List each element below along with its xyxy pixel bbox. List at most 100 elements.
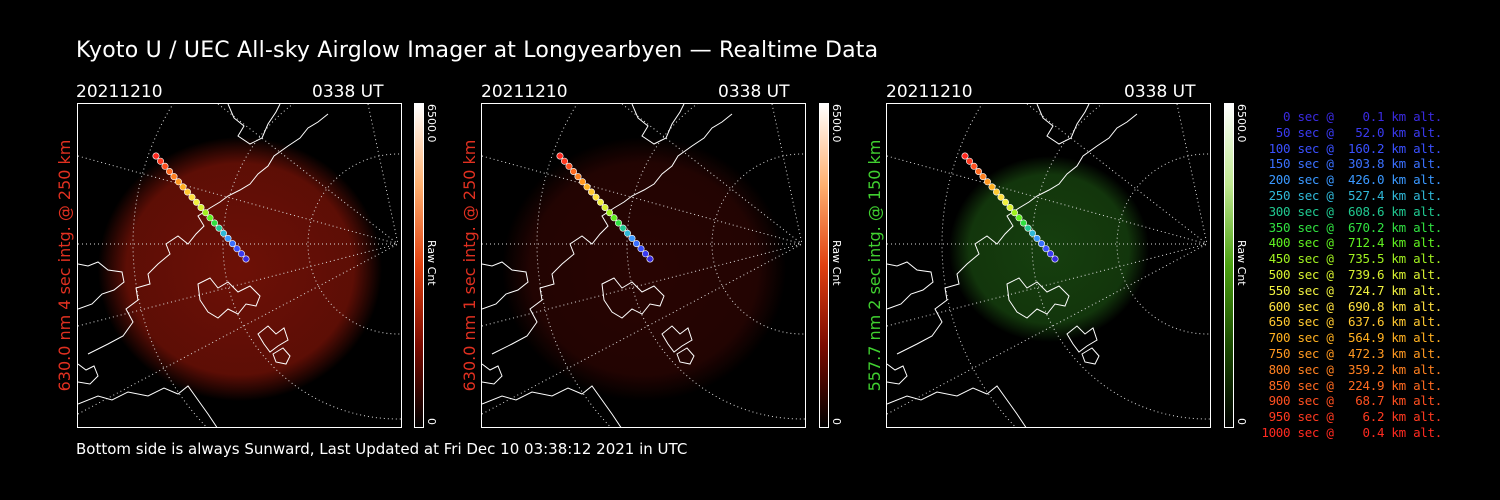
trajectory-point [1033, 234, 1041, 242]
colorbar-max: 6500.0 [830, 104, 843, 143]
coastline [482, 261, 529, 310]
trajectory-point [179, 183, 187, 191]
allsky-map [78, 104, 401, 427]
coastline [631, 104, 685, 145]
panel-date: 20211210 [886, 82, 973, 102]
trajectory-point [1029, 229, 1037, 237]
trajectory-point [229, 240, 237, 248]
trajectory-point [970, 162, 978, 170]
wavelength-label: 557.7 nm 2 sec intg. @ 150 km [865, 139, 884, 392]
trajectory-point [966, 157, 974, 165]
trajectory-point [592, 193, 600, 201]
trajectory-point [565, 162, 573, 170]
trajectory-point [975, 168, 983, 176]
legend-row: 750 sec @ 472.3 km alt. [1261, 345, 1443, 361]
coastline [887, 261, 934, 310]
panel-date: 20211210 [481, 82, 568, 102]
coastline [227, 104, 281, 145]
trajectory-point [161, 162, 169, 170]
allsky-image[interactable] [886, 103, 1211, 428]
trajectory-point [961, 152, 969, 160]
coastline [272, 347, 291, 365]
coastline [257, 325, 289, 353]
trajectory-point [1042, 245, 1050, 253]
colorbar-unit: Raw Cnt [830, 240, 843, 286]
meridian-line [482, 243, 803, 415]
trajectory-point [1015, 214, 1023, 222]
trajectory-point [1047, 250, 1055, 258]
trajectory-point [242, 255, 250, 263]
legend-row: 400 sec @ 712.4 km alt. [1261, 235, 1443, 251]
legend-row: 100 sec @ 160.2 km alt. [1261, 140, 1443, 156]
legend-row: 500 sec @ 739.6 km alt. [1261, 266, 1443, 282]
colorbar-unit: Raw Cnt [425, 240, 438, 286]
trajectory-point [979, 173, 987, 181]
trajectory-point [606, 209, 614, 217]
coastline [482, 363, 503, 385]
trajectory-point [1051, 255, 1059, 263]
trajectory-point [619, 224, 627, 232]
trajectory-point [224, 234, 232, 242]
trajectory-point [615, 219, 623, 227]
latitude-circle [536, 104, 612, 427]
legend-row: 850 sec @ 224.9 km alt. [1261, 377, 1443, 393]
trajectory-point [561, 157, 569, 165]
coastline [896, 113, 1138, 355]
legend-row: 150 sec @ 303.8 km alt. [1261, 156, 1443, 172]
trajectory-point [570, 168, 578, 176]
trajectory-point [202, 209, 210, 217]
trajectory-point [984, 178, 992, 186]
trajectory-point [211, 219, 219, 227]
trajectory-point [610, 214, 618, 222]
panel-date: 20211210 [76, 82, 163, 102]
legend-row: 650 sec @ 637.6 km alt. [1261, 314, 1443, 330]
meridian-line [482, 155, 803, 245]
trajectory-point [988, 183, 996, 191]
trajectory-point [574, 173, 582, 181]
coastline [1066, 325, 1098, 353]
allsky-image[interactable] [77, 103, 402, 428]
trajectory-point [588, 188, 596, 196]
trajectory-point [188, 193, 196, 201]
legend-row: 900 sec @ 68.7 km alt. [1261, 393, 1443, 409]
wavelength-label: 630.0 nm 1 sec intg. @ 250 km [460, 139, 479, 392]
meridian-line [78, 243, 399, 415]
trajectory-point [624, 229, 632, 237]
footer-note: Bottom side is always Sunward, Last Upda… [76, 440, 688, 458]
meridian-line [887, 243, 1208, 415]
coastline [1036, 104, 1090, 145]
coastline [78, 363, 99, 385]
coastline [1006, 277, 1070, 319]
panel-time: 0338 UT [312, 82, 384, 102]
legend-row: 800 sec @ 359.2 km alt. [1261, 361, 1443, 377]
trajectory-point [206, 214, 214, 222]
legend-row: 450 sec @ 735.5 km alt. [1261, 251, 1443, 267]
legend-row: 1000 sec @ 0.4 km alt. [1261, 424, 1442, 440]
trajectory-point [1020, 219, 1028, 227]
legend-row: 350 sec @ 670.2 km alt. [1261, 219, 1443, 235]
panel-time: 0338 UT [718, 82, 790, 102]
trajectory-point [637, 245, 645, 253]
trajectory-point [215, 224, 223, 232]
coastline [601, 277, 665, 319]
coastline [887, 385, 1027, 427]
trajectory-point [646, 255, 654, 263]
coastline [676, 347, 695, 365]
trajectory-point [157, 157, 165, 165]
trajectory-point [233, 245, 241, 253]
colorbar [414, 103, 424, 428]
coastline [87, 113, 329, 355]
allsky-image[interactable] [481, 103, 806, 428]
wavelength-label: 630.0 nm 4 sec intg. @ 250 km [55, 139, 74, 392]
airglow-emission [98, 136, 382, 402]
trajectory-point [642, 250, 650, 258]
colorbar [1224, 103, 1234, 428]
legend-row: 50 sec @ 52.0 km alt. [1261, 124, 1443, 140]
legend-row: 0 sec @ 0.1 km alt. [1261, 109, 1442, 124]
trajectory-point [170, 173, 178, 181]
allsky-map [887, 104, 1210, 427]
colorbar-max: 6500.0 [425, 104, 438, 143]
trajectory-point [997, 193, 1005, 201]
trajectory-point [152, 152, 160, 160]
coastline [197, 277, 261, 319]
